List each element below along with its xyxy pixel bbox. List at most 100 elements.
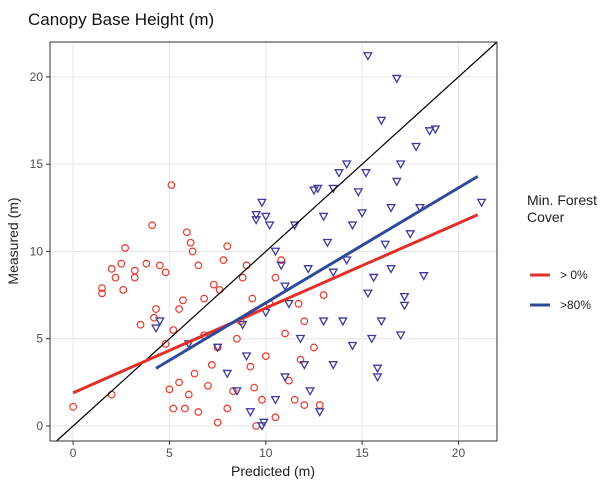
point	[341, 160, 352, 170]
point	[175, 378, 183, 387]
point	[250, 383, 259, 392]
y-tick-label: 15	[30, 157, 44, 171]
point	[111, 273, 120, 282]
point	[347, 221, 358, 231]
point	[276, 261, 287, 271]
point	[180, 404, 189, 413]
point	[328, 361, 339, 370]
point	[194, 408, 203, 416]
point	[418, 272, 429, 281]
point	[169, 404, 178, 413]
point	[148, 221, 157, 230]
point	[232, 334, 241, 343]
point	[107, 265, 116, 273]
point	[309, 186, 319, 196]
point	[294, 299, 303, 308]
point	[395, 160, 406, 170]
point	[299, 361, 310, 370]
point	[363, 289, 373, 299]
point	[223, 242, 232, 251]
point	[372, 364, 383, 374]
point	[318, 212, 329, 222]
point	[430, 125, 441, 135]
point	[319, 291, 328, 299]
point	[399, 292, 410, 302]
point	[223, 404, 232, 413]
point	[237, 320, 248, 330]
point	[175, 305, 183, 313]
point	[121, 244, 130, 252]
x-tick-label: 15	[355, 446, 369, 460]
point	[353, 188, 364, 198]
point	[248, 294, 257, 303]
point	[169, 326, 178, 334]
point	[151, 324, 161, 334]
point	[142, 259, 151, 268]
point	[69, 402, 78, 411]
point	[366, 334, 377, 344]
point	[281, 329, 289, 338]
point	[300, 317, 309, 326]
point	[270, 247, 281, 257]
point	[376, 116, 387, 126]
point	[161, 340, 170, 348]
point	[215, 285, 224, 294]
point	[386, 203, 396, 213]
point	[315, 401, 324, 409]
point	[300, 401, 309, 409]
legend-label: > 0%	[560, 268, 588, 282]
x-tick-label: 10	[259, 446, 273, 460]
point	[188, 247, 197, 256]
point	[155, 261, 164, 270]
point	[289, 221, 300, 231]
point	[245, 408, 256, 417]
point	[251, 216, 262, 225]
point	[182, 228, 191, 237]
point	[271, 273, 280, 282]
point	[251, 210, 262, 220]
point	[363, 52, 373, 61]
point	[184, 390, 193, 399]
point	[303, 265, 314, 274]
point	[290, 395, 299, 404]
identity-line	[56, 41, 498, 442]
y-tick-label: 0	[36, 419, 43, 433]
y-tick-label: 10	[30, 244, 44, 258]
point	[231, 387, 242, 397]
chart-title: Canopy Base Height (m)	[28, 10, 214, 29]
point	[395, 331, 406, 341]
point	[322, 238, 333, 248]
point	[246, 362, 255, 371]
legend-title: Min. Forest Cover	[527, 192, 598, 225]
point	[328, 184, 339, 194]
point	[98, 284, 106, 293]
point	[328, 268, 339, 278]
point	[212, 343, 223, 353]
point	[258, 418, 269, 428]
point	[271, 413, 280, 422]
fit-line	[72, 213, 479, 395]
point	[194, 261, 203, 270]
point	[380, 240, 391, 250]
x-axis-label: Predicted (m)	[231, 463, 315, 479]
point	[154, 317, 165, 327]
y-tick-label: 5	[36, 332, 43, 346]
point	[399, 301, 410, 311]
point	[119, 285, 128, 294]
y-axis-label: Measured (m)	[5, 197, 21, 284]
point	[310, 343, 318, 352]
point	[130, 266, 139, 275]
point	[386, 265, 396, 274]
point	[209, 280, 218, 289]
point	[207, 361, 216, 369]
x-tick-label: 20	[452, 446, 466, 460]
point	[318, 317, 329, 327]
point	[341, 256, 352, 266]
point	[334, 169, 344, 178]
point	[161, 268, 170, 277]
point	[347, 341, 358, 351]
x-tick-label: 5	[166, 446, 173, 460]
point	[98, 289, 106, 298]
point	[391, 74, 402, 84]
